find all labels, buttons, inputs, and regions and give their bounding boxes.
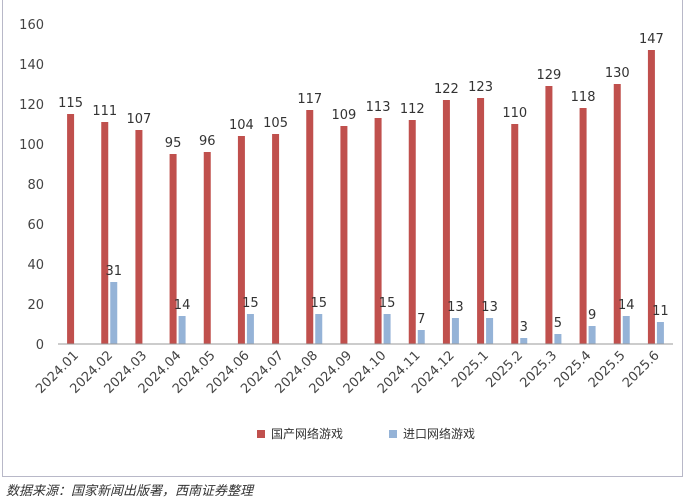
data-label-imported: 5 (554, 316, 562, 331)
bar-domestic (442, 100, 450, 344)
bar-imported (246, 314, 254, 344)
bar-domestic (477, 98, 485, 344)
bar-domestic (306, 110, 314, 344)
y-tick-label: 140 (19, 58, 44, 73)
bar-imported (520, 338, 528, 344)
x-tick-label: 2025.5 (586, 348, 629, 391)
data-label-imported: 9 (588, 308, 596, 323)
data-label-imported: 15 (242, 296, 259, 311)
bar-domestic (613, 84, 621, 344)
bar-imported (178, 316, 186, 344)
y-tick-label: 120 (19, 98, 44, 113)
bar-domestic (545, 86, 553, 344)
bar-imported (588, 326, 596, 344)
bar-imported (622, 316, 630, 344)
data-label-imported: 14 (618, 298, 635, 313)
data-label-domestic: 104 (229, 118, 254, 133)
bar-imported (110, 282, 118, 344)
y-tick-label: 40 (27, 258, 44, 273)
data-label-imported: 7 (417, 312, 425, 327)
data-label-domestic: 107 (127, 112, 152, 127)
bar-imported (554, 334, 562, 344)
bar-imported (656, 322, 664, 344)
bar-domestic (67, 114, 75, 344)
data-label-imported: 15 (310, 296, 327, 311)
y-tick-label: 60 (27, 218, 44, 233)
bar-domestic (374, 118, 382, 344)
bar-domestic (237, 136, 245, 344)
data-label-imported: 31 (105, 264, 122, 279)
bar-domestic (272, 134, 280, 344)
data-label-domestic: 123 (468, 80, 493, 95)
legend-label: 国产网络游戏 (271, 426, 343, 441)
data-label-domestic: 105 (263, 116, 288, 131)
data-label-domestic: 96 (199, 134, 216, 149)
chart-frame (2, 0, 683, 477)
bars: 1151113110795149610415105117151091131511… (58, 32, 669, 344)
data-label-imported: 13 (481, 300, 498, 315)
bar-domestic (340, 126, 348, 344)
y-tick-label: 20 (27, 298, 44, 313)
y-tick-label: 160 (19, 18, 44, 33)
x-tick-label: 2025.3 (517, 348, 560, 391)
bar-domestic (511, 124, 519, 344)
bar-domestic (135, 130, 143, 344)
bar-domestic (408, 120, 416, 344)
bar-domestic (579, 108, 587, 344)
data-label-domestic: 130 (605, 66, 630, 81)
bar-domestic (203, 152, 211, 344)
y-axis: 0 20 40 60 80 100 120 140 160 (19, 18, 44, 353)
data-label-domestic: 122 (434, 82, 459, 97)
x-tick-label: 2025.2 (483, 348, 526, 391)
bar-imported (417, 330, 425, 344)
legend-label: 进口网络游戏 (403, 426, 475, 441)
bar-imported (315, 314, 323, 344)
legend-swatch (389, 430, 397, 438)
y-tick-label: 80 (27, 178, 44, 193)
x-tick-label: 2025.4 (552, 348, 595, 391)
data-label-domestic: 112 (400, 102, 425, 117)
data-label-domestic: 118 (571, 90, 596, 105)
data-label-imported: 14 (174, 298, 191, 313)
data-label-domestic: 109 (332, 108, 357, 123)
bar-domestic (169, 154, 177, 344)
bar-domestic (647, 50, 655, 344)
data-label-domestic: 113 (366, 100, 391, 115)
data-label-imported: 15 (379, 296, 396, 311)
bar-imported (451, 318, 459, 344)
bar-imported (486, 318, 494, 344)
bar-domestic (101, 122, 109, 344)
data-label-imported: 13 (447, 300, 464, 315)
data-label-domestic: 147 (639, 32, 664, 47)
data-label-domestic: 110 (502, 106, 527, 121)
data-label-imported: 11 (652, 304, 669, 319)
legend: 国产网络游戏 进口网络游戏 (257, 426, 475, 441)
y-tick-label: 100 (19, 138, 44, 153)
legend-swatch (257, 430, 265, 438)
data-label-domestic: 129 (537, 68, 562, 83)
data-label-domestic: 117 (297, 92, 322, 107)
data-label-domestic: 95 (165, 136, 182, 151)
source-note: 数据来源：国家新闻出版署，西南证券整理 (6, 484, 254, 499)
data-label-domestic: 111 (92, 104, 117, 119)
data-label-domestic: 115 (58, 96, 83, 111)
x-tick-label: 2025.1 (449, 348, 492, 391)
x-tick-label: 2025.6 (620, 348, 663, 391)
data-label-imported: 3 (520, 320, 528, 335)
bar-imported (383, 314, 391, 344)
x-axis: 2024.012024.022024.032024.042024.052024.… (33, 343, 673, 397)
y-tick-label: 0 (36, 338, 44, 353)
